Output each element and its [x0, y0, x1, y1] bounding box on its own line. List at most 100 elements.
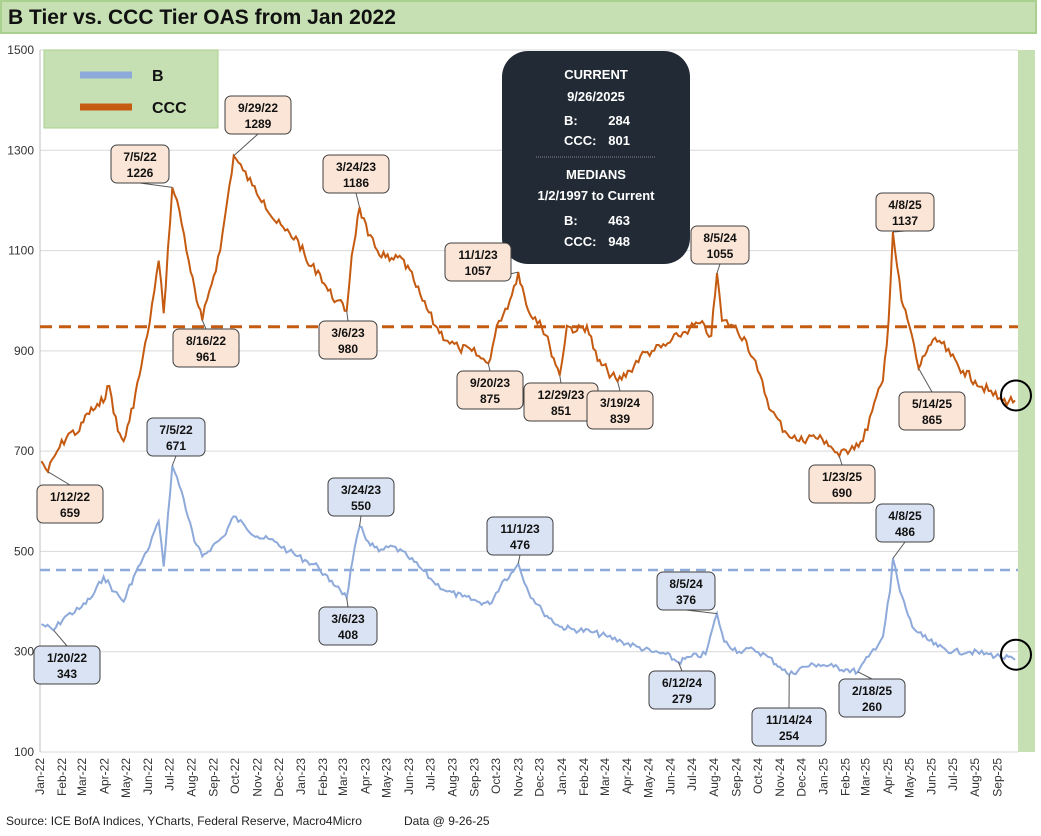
- annotation-b-callout: 11/14/24 254: [751, 674, 827, 747]
- annotation-leader: [359, 515, 362, 527]
- annotation-ccc-callout: 3/6/23 980: [318, 310, 378, 360]
- annotation-value: 1226: [127, 166, 154, 180]
- annotation-value: 476: [510, 538, 530, 552]
- annotation-b-callout: 11/1/23 476: [486, 516, 554, 564]
- annotation-leader: [892, 541, 906, 559]
- x-tick-label: Feb-23: [316, 758, 330, 796]
- annotation-date: 8/16/22: [186, 334, 226, 348]
- x-tick-label: Feb-25: [839, 758, 853, 796]
- annotation-box: [318, 606, 378, 646]
- x-tick-label: Jan-25: [817, 758, 831, 795]
- annotation-value: 486: [895, 525, 915, 539]
- annotation-leader: [838, 456, 843, 466]
- annotation-date: 1/20/22: [47, 651, 87, 665]
- annotation-leader: [233, 133, 259, 157]
- x-tick-label: Jun-22: [141, 758, 155, 795]
- annotation-value: 343: [57, 667, 77, 681]
- x-tick-label: Aug-25: [968, 758, 982, 797]
- annotation-value: 376: [676, 593, 696, 607]
- annotation-b-callout: 3/6/23 408: [318, 597, 378, 646]
- y-tick-label: 1100: [8, 244, 34, 258]
- annotation-box: [322, 154, 390, 194]
- x-tick-label: Oct-24: [751, 758, 765, 794]
- annotation-b-callout: 4/8/25 486: [875, 503, 935, 559]
- annotation-leader: [685, 609, 718, 615]
- annotation-date: 9/20/23: [470, 376, 510, 390]
- x-tick-label: Jun-24: [664, 758, 678, 795]
- plot-area-margin: [1018, 50, 1035, 752]
- info-current-title: CURRENT: [564, 67, 628, 82]
- annotation-ccc-callout: 1/23/25 690: [808, 456, 876, 504]
- x-tick-label: Aug-23: [446, 758, 460, 797]
- annotation-box: [751, 707, 827, 747]
- annotation-box: [146, 417, 206, 457]
- annotation-box: [444, 242, 512, 282]
- x-tick-label: Sep-24: [729, 758, 743, 797]
- annotation-value: 408: [338, 628, 358, 642]
- x-tick-label: Feb-24: [577, 758, 591, 796]
- annotation-box: [648, 670, 716, 710]
- ccc-current-circle: [1000, 379, 1032, 412]
- x-tick-label: Apr-23: [358, 758, 372, 794]
- x-tick-label: Aug-22: [185, 758, 199, 797]
- x-tick-label: Jan-24: [555, 758, 569, 795]
- x-tick-label: Jan-22: [33, 758, 47, 795]
- x-tick-label: Nov-22: [250, 758, 264, 797]
- annotation-value: 980: [338, 342, 358, 356]
- x-tick-label: May-22: [119, 758, 133, 798]
- annotation-box: [36, 484, 104, 524]
- x-tick-label: Jul-25: [946, 758, 960, 791]
- annotation-ccc-callout: 8/16/22 961: [172, 320, 240, 368]
- legend-box: [43, 49, 219, 129]
- x-tick-label: May-24: [641, 758, 655, 798]
- info-current-b-label: B:: [564, 113, 578, 128]
- annotation-b-callout: 2/18/25 260: [838, 671, 906, 718]
- annotation-box: [898, 391, 966, 431]
- title-bar: B Tier vs. CCC Tier OAS from Jan 2022: [0, 0, 1037, 34]
- annotation-value: 279: [672, 692, 692, 706]
- annotation-leader: [346, 597, 349, 608]
- annotation-box: [656, 571, 716, 611]
- y-tick-label: 1300: [7, 143, 34, 157]
- annotation-b-callout: 6/12/24 279: [648, 662, 716, 710]
- y-tick-label: 500: [14, 544, 34, 558]
- x-tick-label: May-23: [380, 758, 394, 798]
- annotation-box: [875, 192, 935, 232]
- annotation-value: 851: [551, 404, 571, 418]
- annotation-value: 1289: [245, 117, 272, 131]
- x-tick-label: Jan-23: [294, 758, 308, 795]
- annotation-b-callout: 7/5/22 671: [146, 417, 206, 466]
- x-tick-label: Mar-22: [75, 758, 89, 796]
- x-tick-label: Dec-24: [794, 758, 808, 797]
- annotation-box: [327, 477, 395, 517]
- info-median-b-label: B:: [564, 213, 578, 228]
- y-tick-label: 100: [14, 745, 34, 759]
- annotation-box: [586, 390, 654, 430]
- annotation-value: 659: [60, 506, 80, 520]
- annotation-ccc-callout: 9/20/23 875: [456, 363, 524, 410]
- annotation-ccc-callout: 3/19/24 839: [586, 381, 654, 430]
- annotation-leader: [346, 310, 349, 322]
- data-date-note: Data @ 9-26-25: [404, 814, 490, 828]
- annotation-value: 865: [922, 413, 942, 427]
- x-tick-label: Dec-23: [533, 758, 547, 797]
- annotation-b-callout: 1/20/22 343: [33, 629, 101, 685]
- x-tick-label: Mar-23: [336, 758, 350, 796]
- source-note: Source: ICE BofA Indices, YCharts, Feder…: [6, 814, 362, 828]
- annotation-date: 3/24/23: [336, 160, 376, 174]
- annotation-b-callout: 3/24/23 550: [327, 477, 395, 527]
- annotation-leader: [47, 471, 71, 486]
- annotation-box: [690, 225, 750, 265]
- y-tick-label: 1500: [7, 43, 34, 57]
- x-tick-label: Jul-22: [162, 758, 176, 791]
- x-tick-label: Apr-22: [97, 758, 111, 794]
- annotation-box: [875, 503, 935, 543]
- x-tick-label: Sep-22: [207, 758, 221, 797]
- x-tick-label: Sep-25: [990, 758, 1004, 797]
- annotation-ccc-callout: 8/5/24 1055: [690, 225, 750, 274]
- x-tick-label: Oct-22: [228, 758, 242, 794]
- chart-title: B Tier vs. CCC Tier OAS from Jan 2022: [8, 6, 396, 29]
- info-median-ccc-label: CCC:: [564, 234, 597, 249]
- annotation-value: 1137: [892, 214, 918, 228]
